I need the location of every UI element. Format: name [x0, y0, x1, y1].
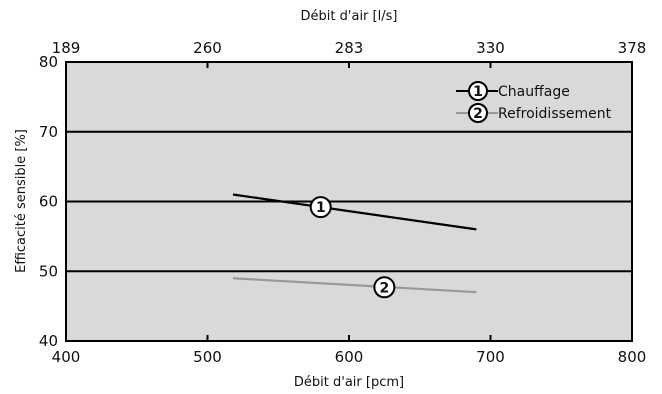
- y-axis-title: Efficacité sensible [%]: [14, 129, 29, 273]
- x-bottom-axis-title: Débit d'air [pcm]: [294, 375, 404, 390]
- y-tick-label-60: 60: [39, 193, 58, 211]
- series-line-2: [232, 277, 477, 294]
- top-tick-label-283: 283: [335, 39, 364, 57]
- legend-marker-label-1: 1: [473, 84, 483, 100]
- x-axis-bottom: 400 500 600 700 800: [52, 335, 647, 366]
- series-marker-2: [373, 276, 396, 299]
- x-tick-label-500: 500: [193, 348, 222, 366]
- x-tick-label-600: 600: [335, 348, 364, 366]
- series-line-1: [232, 193, 477, 231]
- top-tick-label-330: 330: [476, 39, 505, 57]
- legend-marker-1: [468, 81, 488, 101]
- y-tick-label-80: 80: [39, 53, 58, 71]
- legend: 1 Chauffage 2 Refroidissement: [456, 81, 612, 123]
- y-tick-label-40: 40: [39, 332, 58, 350]
- x-tick-label-400: 400: [52, 348, 81, 366]
- legend-marker-label-2: 2: [473, 106, 483, 122]
- x-axis-top: 189 260 283 330 378: [52, 39, 647, 68]
- y-axis: 40 50 60 70 80: [39, 53, 58, 350]
- y-tick-label-50: 50: [39, 262, 58, 280]
- series-marker-label-1: 1: [316, 200, 326, 216]
- legend-marker-2: [468, 103, 488, 123]
- x-tick-label-700: 700: [476, 348, 505, 366]
- top-tick-label-378: 378: [618, 39, 647, 57]
- top-tick-label-189: 189: [52, 39, 81, 57]
- series-lines: 12: [232, 193, 477, 299]
- x-top-axis-title: Débit d'air [l/s]: [301, 9, 398, 24]
- legend-label-1: Chauffage: [498, 84, 570, 100]
- series-marker-1: [309, 196, 332, 219]
- legend-label-2: Refroidissement: [498, 106, 612, 122]
- series-marker-label-2: 2: [380, 280, 390, 296]
- y-tick-label-70: 70: [39, 123, 58, 141]
- top-tick-label-260: 260: [193, 39, 222, 57]
- x-tick-label-800: 800: [618, 348, 647, 366]
- gridlines: [66, 130, 632, 273]
